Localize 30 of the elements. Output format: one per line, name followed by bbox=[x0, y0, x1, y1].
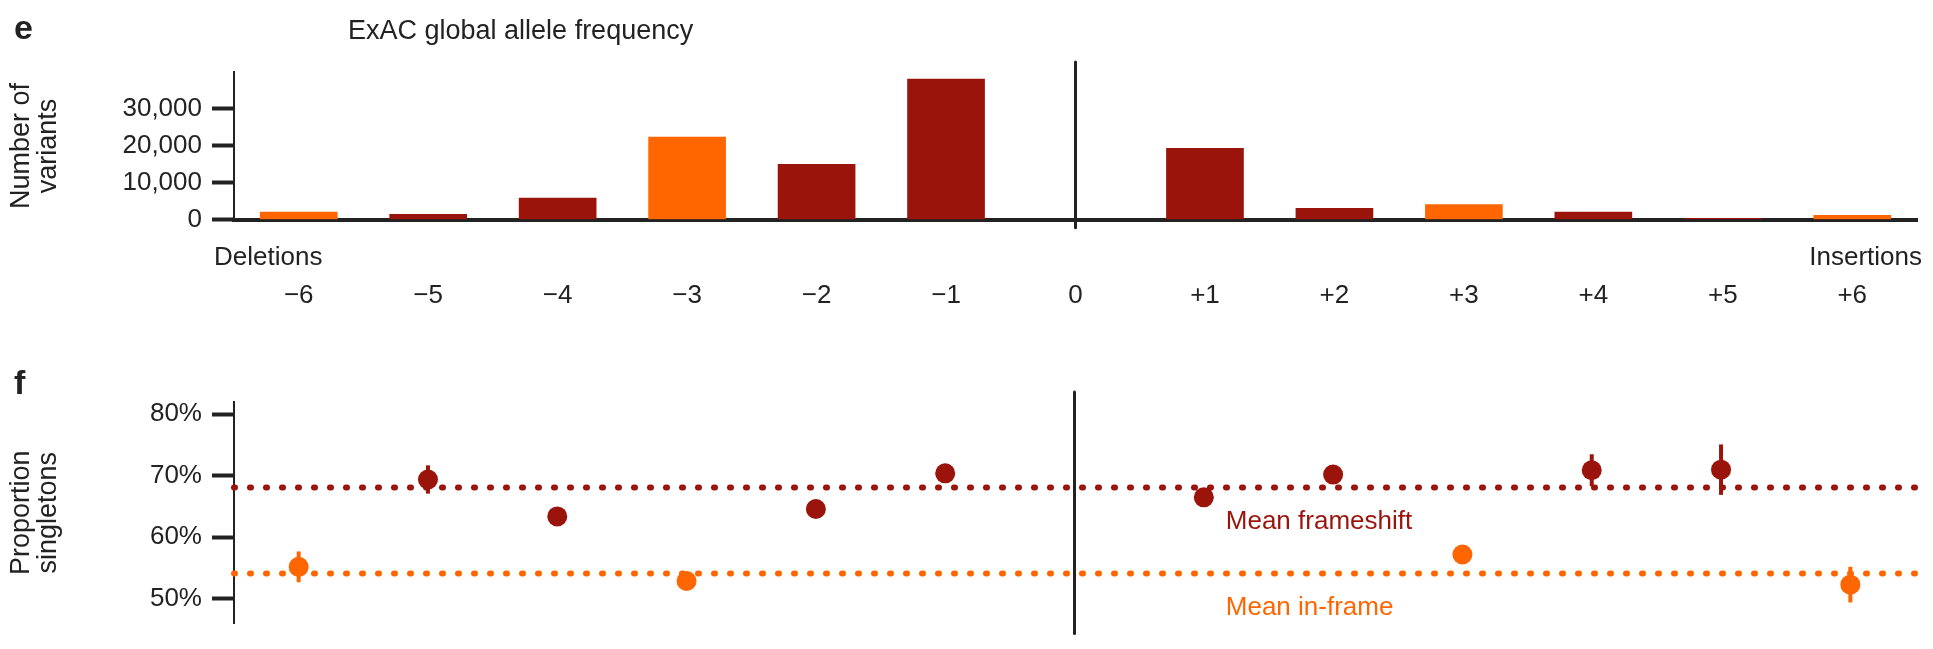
y-tick-label: 80% bbox=[149, 397, 202, 428]
text: Insertions bbox=[1809, 240, 1922, 271]
x-tick-label: −5 bbox=[413, 278, 444, 309]
x-tick-label: −4 bbox=[542, 278, 573, 309]
text: e bbox=[14, 8, 33, 47]
y-tick-label: 50% bbox=[149, 581, 202, 612]
x-tick-label: +6 bbox=[1837, 278, 1868, 309]
x-tick-label: +5 bbox=[1707, 278, 1738, 309]
ref-line-label: Mean frameshift bbox=[1225, 504, 1413, 535]
y-tick-label: 30,000 bbox=[122, 92, 202, 123]
x-tick-label: +4 bbox=[1578, 278, 1609, 309]
y-tick-label: 20,000 bbox=[122, 129, 202, 160]
x-tick-label: +1 bbox=[1190, 278, 1220, 309]
text: Deletions bbox=[214, 240, 323, 271]
x-tick-label: +3 bbox=[1449, 278, 1479, 309]
text: f bbox=[14, 363, 26, 402]
x-tick-label: −1 bbox=[931, 278, 961, 309]
y-axis-title: Number of variants bbox=[4, 82, 62, 209]
y-tick-label: 70% bbox=[149, 458, 202, 489]
y-tick-label: 60% bbox=[149, 520, 202, 551]
x-tick-label: 0 bbox=[1068, 278, 1083, 309]
y-tick-label: 10,000 bbox=[122, 166, 202, 197]
chart-title: ExAC global allele frequency bbox=[348, 15, 694, 46]
ref-line-label: Mean in-frame bbox=[1225, 590, 1394, 621]
y-axis-title: Proportion singletons bbox=[4, 450, 62, 575]
x-tick-label: −6 bbox=[283, 278, 314, 309]
y-tick-label: 0 bbox=[187, 202, 202, 233]
x-tick-label: +2 bbox=[1319, 278, 1350, 309]
x-tick-label: −2 bbox=[801, 278, 832, 309]
x-tick-label: −3 bbox=[672, 278, 702, 309]
